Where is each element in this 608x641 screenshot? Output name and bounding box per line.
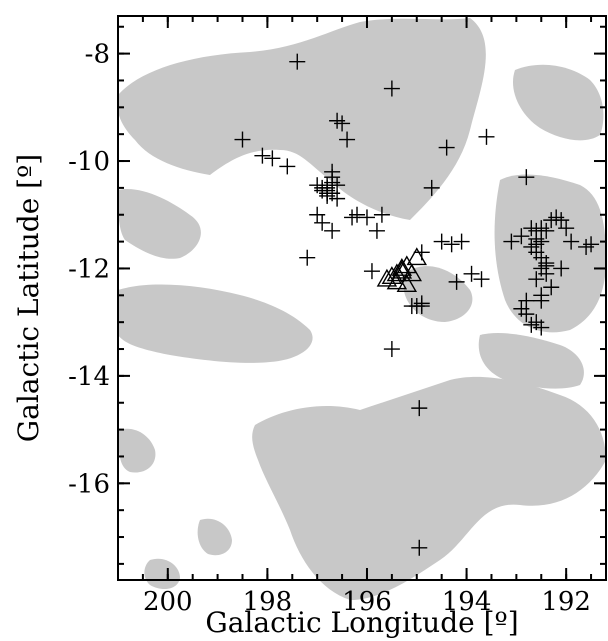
plus-marker [553, 260, 570, 277]
y-tick-label: -12 [68, 254, 110, 284]
plus-marker [583, 236, 600, 253]
y-tick-label: -14 [68, 362, 110, 392]
y-tick-label: -16 [68, 469, 110, 499]
x-tick-label: 194 [442, 587, 492, 617]
map-region [512, 64, 604, 141]
plus-marker [538, 265, 555, 282]
y-axis-title: Galactic Latitude [º] [12, 154, 45, 442]
plus-marker [443, 236, 460, 253]
map-region [403, 266, 473, 322]
triangle-marker [376, 268, 398, 287]
plus-marker [558, 220, 575, 237]
plus-marker [563, 233, 580, 250]
map-region [197, 518, 232, 556]
triangle-marker [401, 263, 423, 282]
plus-marker [254, 147, 271, 164]
plus-marker [448, 273, 465, 290]
plus-marker [473, 271, 490, 288]
map-region [330, 145, 394, 198]
plus-marker [423, 179, 440, 196]
plus-marker [513, 228, 530, 245]
plus-marker [363, 263, 380, 280]
plus-marker [463, 265, 480, 282]
map-region [118, 189, 201, 259]
x-axis-title: Galactic Longitude [º] [205, 606, 518, 639]
plus-marker [349, 206, 366, 223]
plus-marker [408, 298, 425, 315]
triangle-marker [391, 258, 413, 276]
y-tick-label: -8 [85, 40, 110, 70]
plus-marker [299, 249, 316, 266]
plus-marker [543, 279, 560, 296]
plus-marker [538, 222, 555, 239]
plus-marker [518, 306, 535, 323]
plus-marker [383, 80, 400, 97]
plus-marker [528, 271, 545, 288]
map-region [478, 333, 584, 389]
map-region [144, 558, 180, 590]
triangle-marker [396, 274, 418, 293]
map-region [118, 428, 156, 473]
plus-marker [289, 53, 306, 70]
plus-marker [518, 169, 535, 186]
plus-marker [279, 158, 296, 175]
plus-marker [319, 185, 336, 202]
plot-frame [117, 15, 607, 581]
triangle-marker [386, 271, 408, 290]
map-region [252, 376, 606, 600]
plus-marker [503, 233, 520, 250]
plus-marker [358, 209, 375, 226]
plus-marker [383, 341, 400, 358]
plus-marker [518, 292, 535, 309]
y-axis: -8 -10 -12 -14 -16 [68, 25, 606, 565]
plus-marker [329, 190, 346, 207]
map-region [118, 284, 313, 363]
x-tick-label: 200 [143, 587, 193, 617]
triangle-marker [386, 263, 408, 282]
plus-marker [411, 539, 428, 556]
plus-marker [533, 292, 550, 309]
plus-marker [533, 233, 550, 250]
plus-marker [373, 206, 390, 223]
plus-marker [314, 214, 331, 231]
plus-marker [411, 400, 428, 417]
plus-marker [339, 131, 356, 148]
plus-marker [334, 115, 351, 132]
x-tick-label: 196 [342, 587, 392, 617]
triangle-marker [406, 247, 427, 266]
points-layer [234, 53, 600, 556]
x-axis: 200 198 196 194 192 [117, 16, 593, 617]
plus-marker [433, 233, 450, 250]
x-tick-label: 198 [243, 587, 293, 617]
plus-marker [324, 222, 341, 239]
y-tick-label: -10 [68, 147, 110, 177]
plus-marker [553, 212, 570, 229]
plus-marker [478, 128, 495, 145]
plus-marker [453, 233, 470, 250]
map-region [117, 18, 486, 220]
plus-marker [368, 222, 385, 239]
map-region [494, 174, 606, 333]
plus-marker [264, 150, 281, 167]
plus-marker [234, 131, 251, 148]
extinction-map [117, 18, 606, 600]
x-tick-label: 192 [541, 587, 591, 617]
triangle-marker [391, 260, 413, 279]
plus-marker [438, 139, 455, 156]
plus-marker [533, 319, 550, 336]
plus-marker [309, 206, 326, 223]
